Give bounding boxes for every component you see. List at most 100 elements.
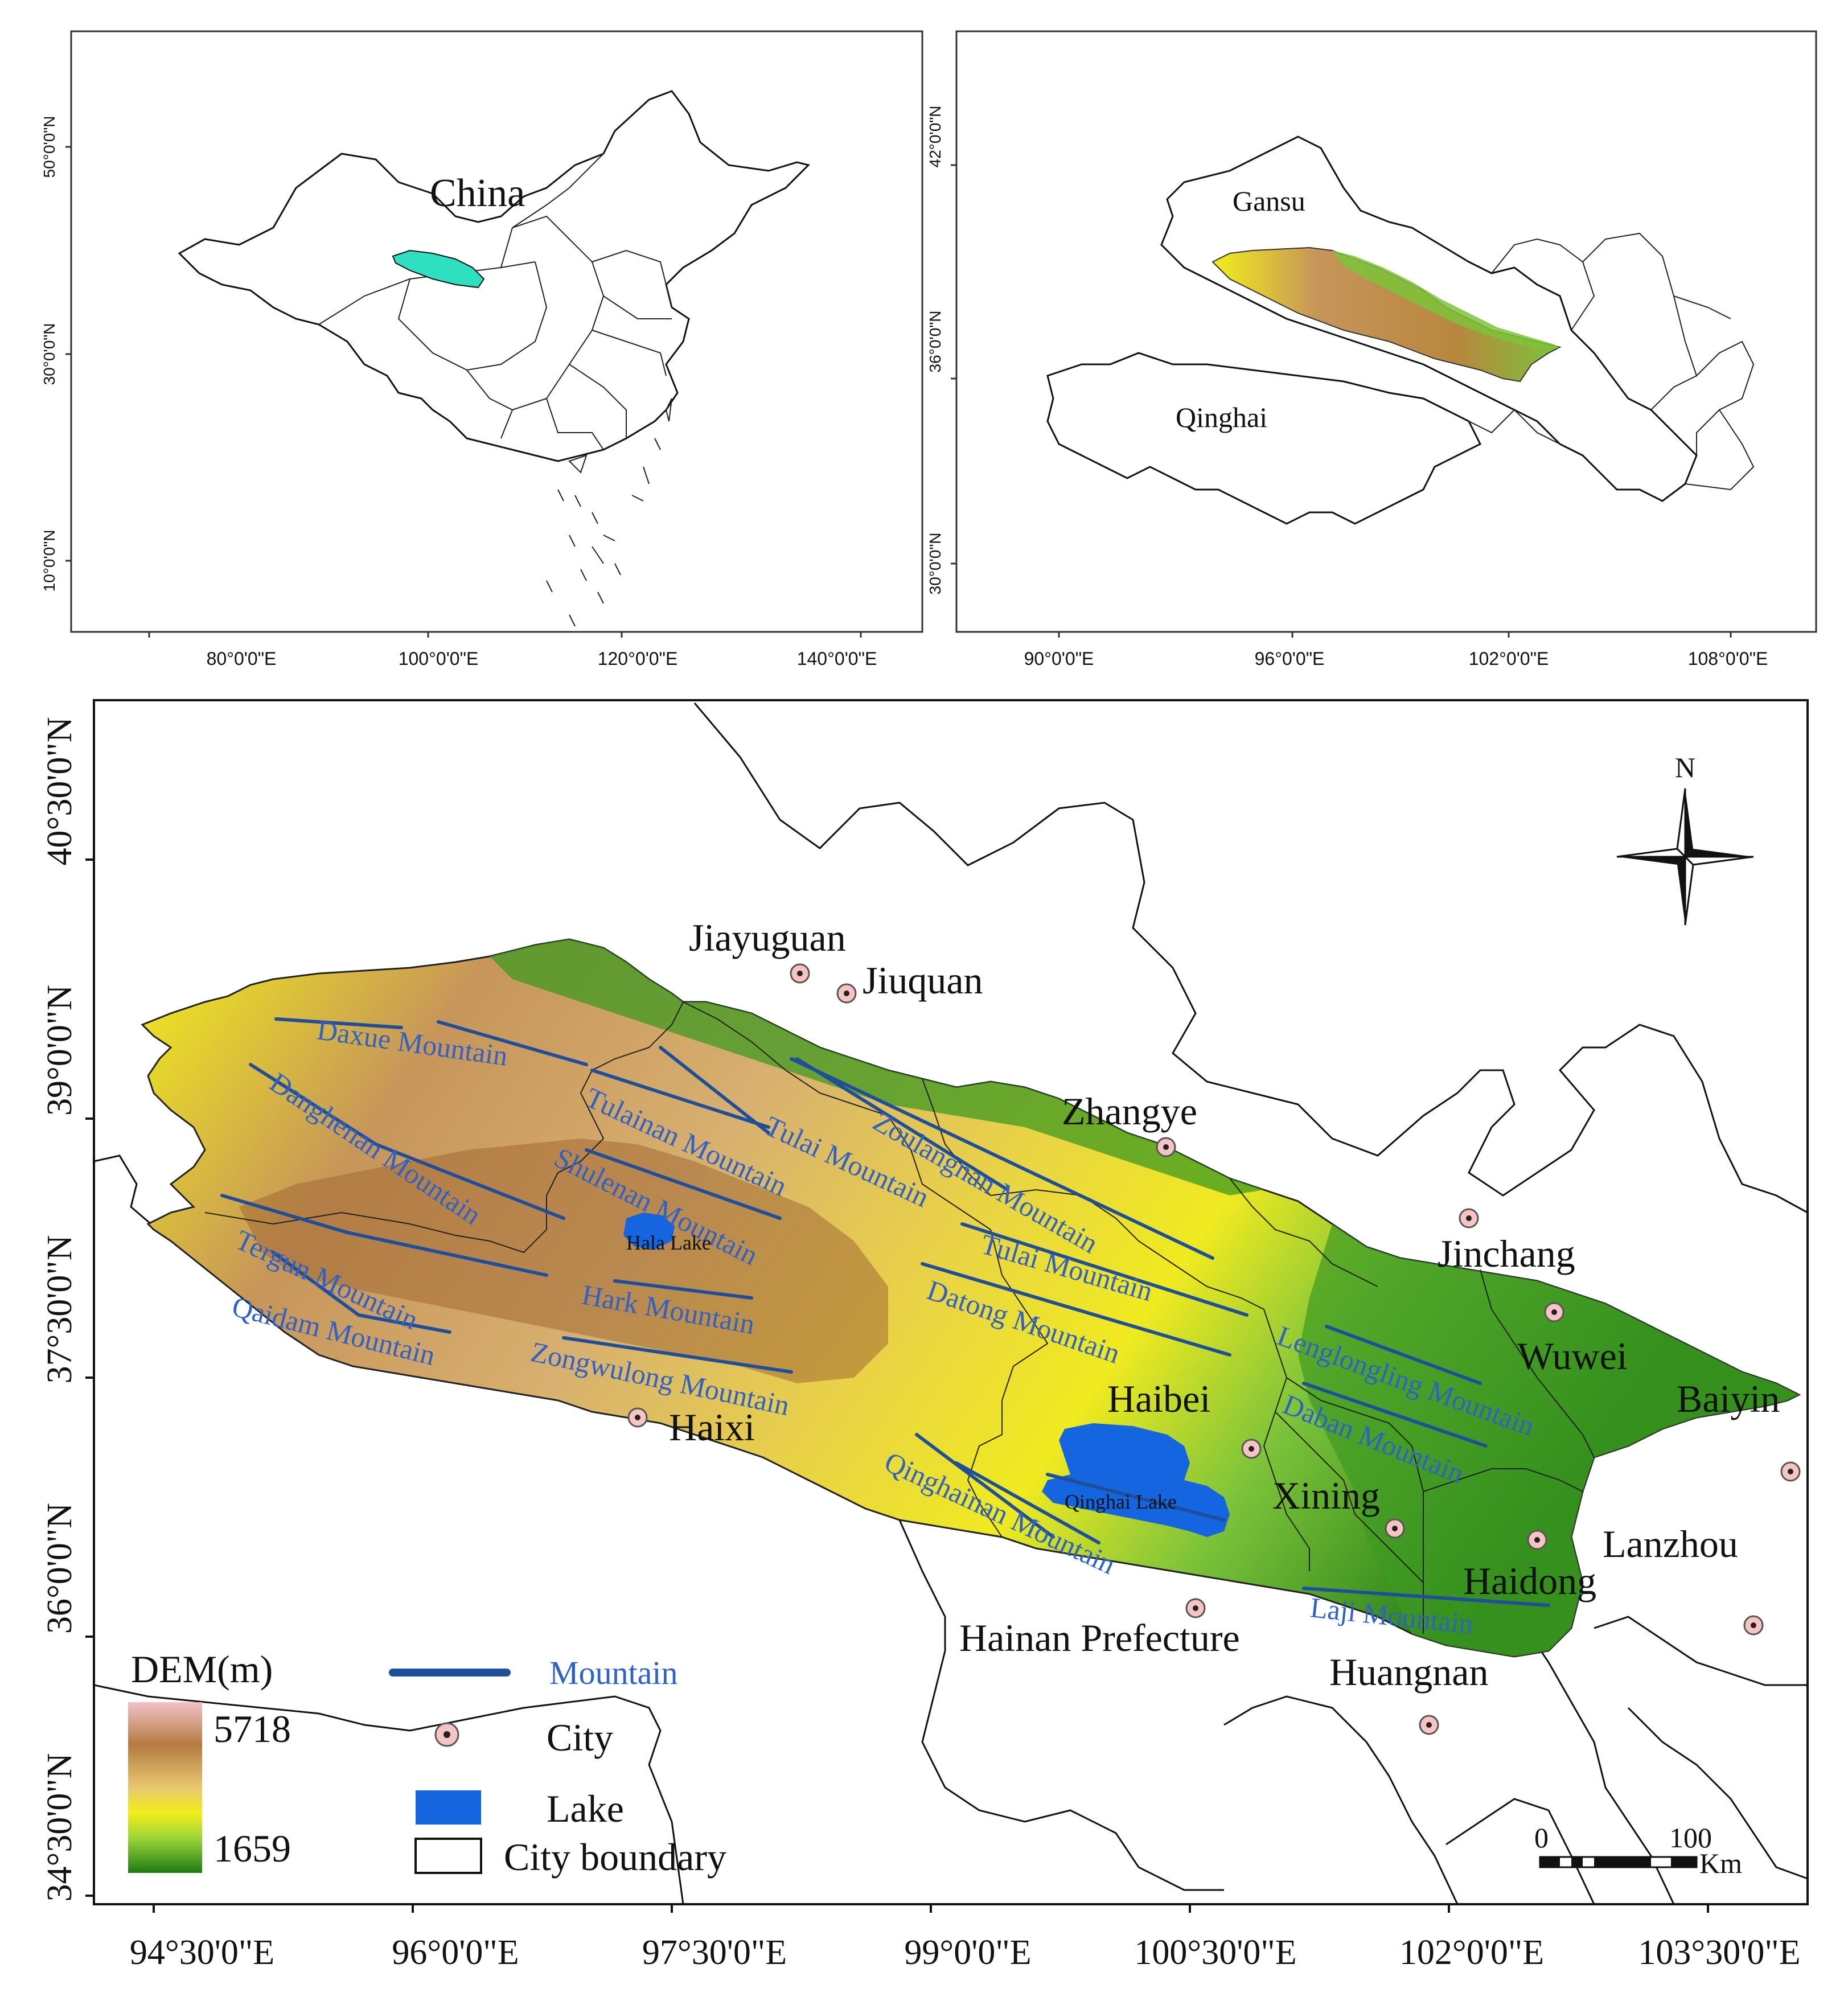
- city-markers: [627, 963, 1801, 1735]
- city-marker: [1743, 1615, 1764, 1636]
- hala-lake: [623, 1213, 675, 1250]
- mtn-line: [915, 1433, 1055, 1539]
- main-lat-axis: 40°30'0"N 39°0'0"N 37°30'0"N 36°0'0"N 34…: [40, 717, 94, 1902]
- city-marker: [1156, 1137, 1176, 1157]
- study-area-north-slope: [490, 939, 1264, 1195]
- city-marker: [1419, 1715, 1439, 1735]
- inset-provinces-lon-axis: 90°0'0"E 96°0'0"E 102°0'0"E 108°0'0"E: [1024, 632, 1768, 669]
- mtn-line: [659, 1046, 770, 1135]
- legend-dem-max: 5718: [213, 1707, 291, 1751]
- city-label-baiyin: Baiyin: [1677, 1377, 1780, 1420]
- mtn-line: [274, 1017, 403, 1029]
- inset-provinces-lon-102: 102°0'0"E: [1469, 648, 1549, 669]
- city-label-haixi: Haixi: [669, 1406, 755, 1449]
- neighbor-provinces: [1468, 232, 1755, 491]
- city-marker: [1459, 1208, 1479, 1228]
- main-map: Daxue Mountain Danghenan Mountain Tulain…: [40, 699, 1809, 1972]
- inset-china-lon-100: 100°0'0"E: [399, 648, 479, 669]
- study-area-china: [392, 249, 485, 289]
- qinghai-outline: [1046, 352, 1482, 525]
- mtn-line: [795, 1057, 1009, 1191]
- city-label-wuwei: Wuwei: [1517, 1334, 1628, 1378]
- main-lat-39: 39°0'0"N: [40, 985, 79, 1116]
- city-label-lanzhou: Lanzhou: [1603, 1522, 1738, 1566]
- city-label-jiayuguan: Jiayuguan: [689, 916, 846, 959]
- islands: [546, 398, 672, 627]
- inset-china-lon-120: 120°0'0"E: [598, 648, 678, 669]
- inset-china-lon-80: 80°0'0"E: [207, 648, 277, 669]
- city-marker: [1385, 1518, 1405, 1539]
- scale-zero: 0: [1534, 1822, 1549, 1854]
- mtn-line: [955, 1461, 1100, 1544]
- city-label-haidong: Haidong: [1463, 1559, 1596, 1603]
- city-marker: [1780, 1461, 1801, 1482]
- china-label: China: [430, 171, 525, 215]
- main-lat-34-30: 34°30'0"N: [40, 1753, 79, 1901]
- mtn-line: [590, 1069, 770, 1129]
- main-lon-96: 96°0'0"E: [392, 1933, 519, 1972]
- mtn-line: [437, 1020, 588, 1066]
- inset-provinces: Gansu Qinghai 42°0'0"N 36°0'0"N 30°0'0"N…: [926, 30, 1817, 669]
- main-lon-102: 102°0'0"E: [1399, 1933, 1544, 1972]
- inset-provinces-frame: [955, 30, 1817, 633]
- city-marker: [1527, 1530, 1547, 1550]
- study-area-inset-greenedge: [1332, 250, 1560, 348]
- legend-dem-min: 1659: [213, 1827, 291, 1870]
- scale-hundred: 100: [1669, 1822, 1712, 1854]
- mtn-line: [357, 1313, 451, 1334]
- inset-provinces-lat-axis: 42°0'0"N 36°0'0"N 30°0'0"N: [926, 106, 956, 595]
- main-frame: [93, 699, 1809, 1905]
- inset-provinces-lat-30: 30°0'0"N: [926, 533, 944, 595]
- mtn-line: [562, 1336, 793, 1374]
- city-label-zhangye: Zhangye: [1062, 1090, 1197, 1133]
- mtn-line: [1302, 1382, 1488, 1448]
- study-area-dem-inset: [1212, 246, 1562, 383]
- inset-china-lat-10: 10°0'0"N: [40, 530, 58, 592]
- lake-label: Hala Lake: [626, 1231, 711, 1254]
- qinghai-label: Qinghai: [1176, 401, 1267, 433]
- gansu-label: Gansu: [1233, 185, 1305, 217]
- main-lon-103-30: 103°30'0"E: [1638, 1933, 1800, 1972]
- mtn-line: [921, 1262, 1231, 1357]
- city-label-hainan: Hainan Prefecture: [959, 1616, 1240, 1659]
- gansu-outline: [1160, 135, 1698, 502]
- legend-city-label: City: [547, 1716, 613, 1759]
- legend-dem-title: DEM(m): [131, 1647, 273, 1691]
- city-label-jiuquan: Jiuquan: [863, 959, 983, 1002]
- city-marker: [790, 963, 810, 984]
- legend-dem-ramp: [128, 1702, 202, 1873]
- legend-city-marker: [434, 1722, 459, 1747]
- inset-provinces-lon-108: 108°0'0"E: [1688, 648, 1768, 669]
- mtn-line: [790, 1057, 1214, 1260]
- inset-china-lon-axis: 80°0'0"E 100°0'0"E 120°0'0"E 140°0'0"E: [148, 632, 877, 669]
- inset-provinces-lon-90: 90°0'0"E: [1024, 648, 1094, 669]
- mtn-line: [1302, 1587, 1550, 1607]
- inset-provinces-lat-36: 36°0'0"N: [926, 311, 944, 373]
- main-lat-40-30: 40°30'0"N: [40, 717, 79, 865]
- inset-china-lat-50: 50°0'0"N: [40, 116, 58, 178]
- lake-label: Qinghai Lake: [1065, 1490, 1177, 1513]
- china-outline: [178, 90, 810, 462]
- inset-china: China 50°0'0"N 30°0'0"N 10°0'0"N 80°0'0"…: [40, 30, 923, 669]
- mtn-line: [960, 1222, 1249, 1317]
- legend-lake-label: Lake: [547, 1787, 624, 1830]
- inset-provinces-lat-42: 42°0'0"N: [926, 106, 944, 168]
- north-label: N: [1675, 751, 1695, 783]
- main-lon-100-30: 100°30'0"E: [1134, 1933, 1296, 1972]
- city-label-huangnan: Huangnan: [1329, 1650, 1488, 1694]
- main-lon-94-30: 94°30'0"E: [130, 1933, 274, 1972]
- city-marker: [1185, 1598, 1206, 1618]
- legend-boundary-label: City boundary: [504, 1835, 726, 1879]
- mtn-line: [220, 1194, 349, 1234]
- main-lon-97-30: 97°30'0"E: [642, 1933, 787, 1972]
- mtn-line: [613, 1279, 753, 1300]
- city-labels: Jiayuguan Jiuquan Zhangye Jinchang Wuwei…: [669, 916, 1780, 1694]
- scale-bar: 0 100 Km: [1534, 1822, 1742, 1879]
- city-marker: [836, 983, 857, 1004]
- mtn-line: [272, 1251, 360, 1317]
- mtn-line: [1325, 1325, 1482, 1385]
- mtn-line: [374, 1143, 565, 1220]
- mountain-lines: [220, 1017, 1550, 1607]
- inset-china-lat-30: 30°0'0"N: [40, 323, 58, 385]
- scale-unit: Km: [1699, 1847, 1742, 1879]
